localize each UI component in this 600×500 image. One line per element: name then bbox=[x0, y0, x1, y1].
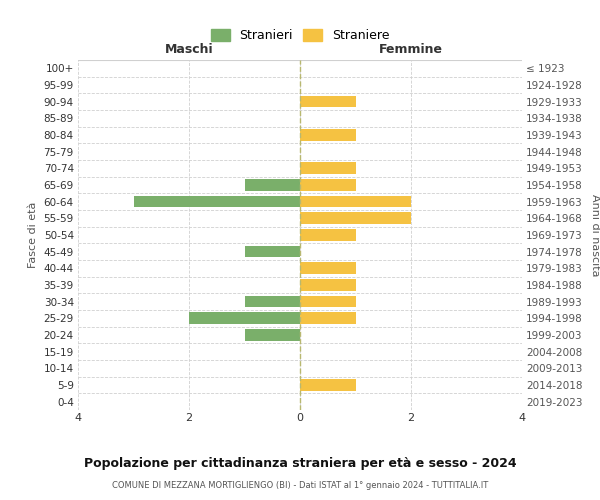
Y-axis label: Fasce di età: Fasce di età bbox=[28, 202, 38, 268]
Bar bbox=[300, 296, 355, 308]
Bar bbox=[245, 296, 300, 308]
Bar bbox=[133, 196, 300, 207]
Bar bbox=[300, 162, 355, 174]
Bar bbox=[300, 129, 355, 141]
Bar bbox=[300, 262, 355, 274]
Bar bbox=[300, 379, 355, 391]
Y-axis label: Anni di nascita: Anni di nascita bbox=[590, 194, 599, 276]
Text: Maschi: Maschi bbox=[164, 43, 214, 56]
Bar bbox=[300, 279, 355, 291]
Bar bbox=[245, 179, 300, 191]
Legend: Stranieri, Straniere: Stranieri, Straniere bbox=[206, 24, 394, 47]
Bar bbox=[300, 312, 355, 324]
Bar bbox=[300, 96, 355, 108]
Text: Femmine: Femmine bbox=[379, 43, 443, 56]
Bar bbox=[245, 246, 300, 258]
Bar bbox=[189, 312, 300, 324]
Bar bbox=[300, 229, 355, 241]
Bar bbox=[300, 179, 355, 191]
Bar bbox=[300, 196, 411, 207]
Text: COMUNE DI MEZZANA MORTIGLIENGO (BI) - Dati ISTAT al 1° gennaio 2024 - TUTTITALIA: COMUNE DI MEZZANA MORTIGLIENGO (BI) - Da… bbox=[112, 481, 488, 490]
Bar bbox=[300, 212, 411, 224]
Text: Popolazione per cittadinanza straniera per età e sesso - 2024: Popolazione per cittadinanza straniera p… bbox=[83, 458, 517, 470]
Bar bbox=[245, 329, 300, 341]
